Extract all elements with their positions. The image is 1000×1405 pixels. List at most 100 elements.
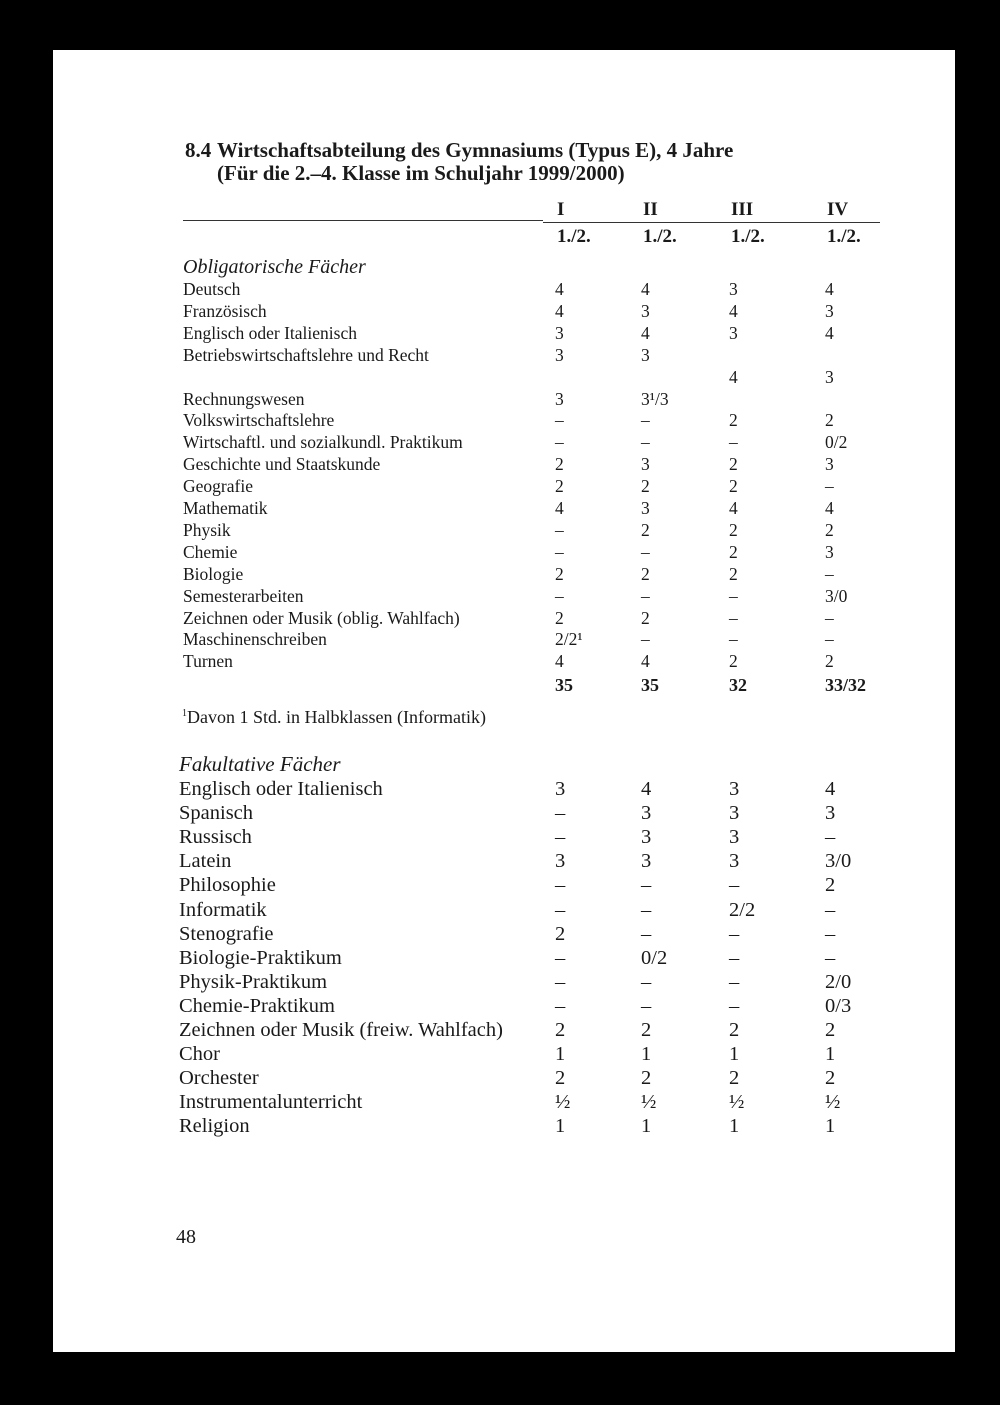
- hours-cell: 3: [555, 850, 566, 873]
- hours-cell: 3: [825, 802, 836, 825]
- hours-cell: 4: [825, 498, 834, 518]
- table-row: Physik – 2 2 2: [0, 519, 1000, 541]
- hours-cell: –: [641, 629, 650, 650]
- hours-cell: 2: [729, 563, 738, 584]
- footnote-marker: 1: [182, 708, 187, 719]
- obligatory-section-label: Obligatorische Fächer: [183, 256, 366, 278]
- table-row: Zeichnen oder Musik (oblig. Wahlfach) 2 2 –…: [0, 607, 1000, 629]
- hours-cell: 2: [641, 607, 650, 628]
- footnote: 1Davon 1 Std. in Halbklassen (Informatik…: [182, 707, 486, 728]
- table-row: Philosophie – – – 2: [0, 873, 1000, 897]
- table-row: Physik-Praktikum – – – 2/0: [0, 970, 1000, 994]
- table-row: Turnen 4 4 2 2: [0, 650, 1000, 672]
- hours-cell: 2: [555, 922, 566, 945]
- hours-cell: 3: [729, 802, 740, 825]
- hours-cell: 3: [641, 850, 652, 873]
- hours-cell: –: [641, 898, 652, 921]
- table-row: Orchester 2 2 2 2: [0, 1066, 1000, 1090]
- hours-cell: –: [641, 432, 650, 453]
- hours-cell: –: [825, 826, 836, 849]
- hours-cell: –: [641, 585, 650, 606]
- subject-name: Biologie-Praktikum: [179, 946, 342, 969]
- table-row: Geografie 2 2 2 –: [0, 475, 1000, 497]
- hours-cell: 2: [555, 476, 564, 497]
- column-semester-header: 1./2.: [557, 226, 591, 247]
- hours-cell: 1: [729, 1115, 740, 1138]
- hours-cell: –: [641, 541, 650, 562]
- hours-cell: 2: [825, 1067, 836, 1090]
- hours-cell: 2/0: [825, 970, 852, 993]
- subject-name: Chemie: [183, 541, 238, 562]
- hours-cell: 2: [825, 519, 834, 540]
- table-row: Informatik – – 2/2 –: [0, 898, 1000, 922]
- subject-name: Physik: [183, 519, 231, 540]
- hours-cell: 4: [729, 300, 738, 321]
- hours-cell: 2: [825, 874, 836, 897]
- subject-name: Chor: [179, 1043, 220, 1066]
- table-row: Betriebswirtschaftslehre und Recht 3 3: [0, 344, 1000, 366]
- table-row: Religion 1 1 1 1: [0, 1114, 1000, 1138]
- footnote-text: Davon 1 Std. in Halbklassen (Informatik): [187, 707, 486, 727]
- hours-cell: –: [555, 946, 566, 969]
- hours-cell: 2: [729, 519, 738, 540]
- hours-cell: 3: [641, 454, 650, 475]
- hours-cell: 3: [729, 279, 738, 299]
- table-row: Chemie-Praktikum – – – 0/3: [0, 994, 1000, 1018]
- hours-cell: 1: [825, 1115, 836, 1138]
- hours-cell: –: [555, 519, 564, 540]
- hours-cell: 3/0: [825, 585, 848, 606]
- optional-section-label: Fakultative Fächer: [179, 752, 341, 776]
- hours-cell: –: [555, 432, 564, 453]
- hours-cell: 3: [555, 388, 564, 409]
- hours-cell: –: [641, 922, 652, 945]
- subject-name: Russisch: [179, 826, 252, 849]
- column-year-header: II: [643, 199, 658, 220]
- hours-cell: –: [555, 410, 564, 431]
- subject-name: Informatik: [179, 898, 267, 921]
- table-row: Geschichte und Staatskunde 2 3 2 3: [0, 453, 1000, 475]
- subject-name: Deutsch: [183, 279, 241, 299]
- hours-cell: 2: [729, 454, 738, 475]
- hours-cell: 3: [825, 454, 834, 475]
- total-cell: 35: [641, 675, 659, 696]
- hours-cell: 3: [729, 778, 740, 800]
- hours-cell: 2: [555, 1067, 566, 1090]
- hours-cell: 2: [825, 410, 834, 431]
- subject-name: Maschinenschreiben: [183, 629, 327, 650]
- hours-cell: –: [641, 410, 650, 431]
- hours-cell: 3: [825, 366, 834, 387]
- subject-name: Zeichnen oder Musik (oblig. Wahlfach): [183, 607, 460, 628]
- hours-cell: –: [555, 802, 566, 825]
- hours-cell: 2: [729, 410, 738, 431]
- hours-cell: 3: [641, 802, 652, 825]
- hours-cell: ½: [729, 1091, 745, 1114]
- hours-cell: 2: [641, 563, 650, 584]
- hours-cell: –: [555, 874, 566, 897]
- subject-name: Wirtschaftl. und sozialkundl. Praktikum: [183, 432, 463, 453]
- hours-cell: –: [825, 946, 836, 969]
- hours-cell: –: [555, 970, 566, 993]
- subject-name: Rechnungswesen: [183, 388, 305, 409]
- subject-name: Turnen: [183, 651, 233, 672]
- hours-cell: 1: [641, 1043, 652, 1066]
- header-rule-right: [543, 222, 880, 223]
- subject-name: Englisch oder Italienisch: [183, 322, 357, 343]
- table-row: Deutsch 4 4 3 4: [0, 278, 1000, 300]
- hours-cell: 3: [641, 498, 650, 518]
- hours-cell: –: [825, 563, 834, 584]
- subject-name: Englisch oder Italienisch: [179, 778, 383, 800]
- hours-cell: 3/0: [825, 850, 852, 873]
- total-cell: 32: [729, 675, 747, 696]
- hours-cell: 3: [555, 778, 566, 800]
- hours-cell: –: [825, 629, 834, 650]
- hours-cell: –: [555, 541, 564, 562]
- hours-cell: 4: [825, 279, 834, 299]
- hours-cell: –: [555, 585, 564, 606]
- subject-name: Mathematik: [183, 498, 268, 518]
- hours-cell: 4: [641, 322, 650, 343]
- table-row: Biologie 2 2 2 –: [0, 563, 1000, 585]
- subject-name: Französisch: [183, 300, 267, 321]
- hours-cell: –: [729, 946, 740, 969]
- section-title-text: Wirtschaftsabteilung des Gymnasiums (Typ…: [217, 138, 734, 162]
- hours-cell: –: [825, 476, 834, 497]
